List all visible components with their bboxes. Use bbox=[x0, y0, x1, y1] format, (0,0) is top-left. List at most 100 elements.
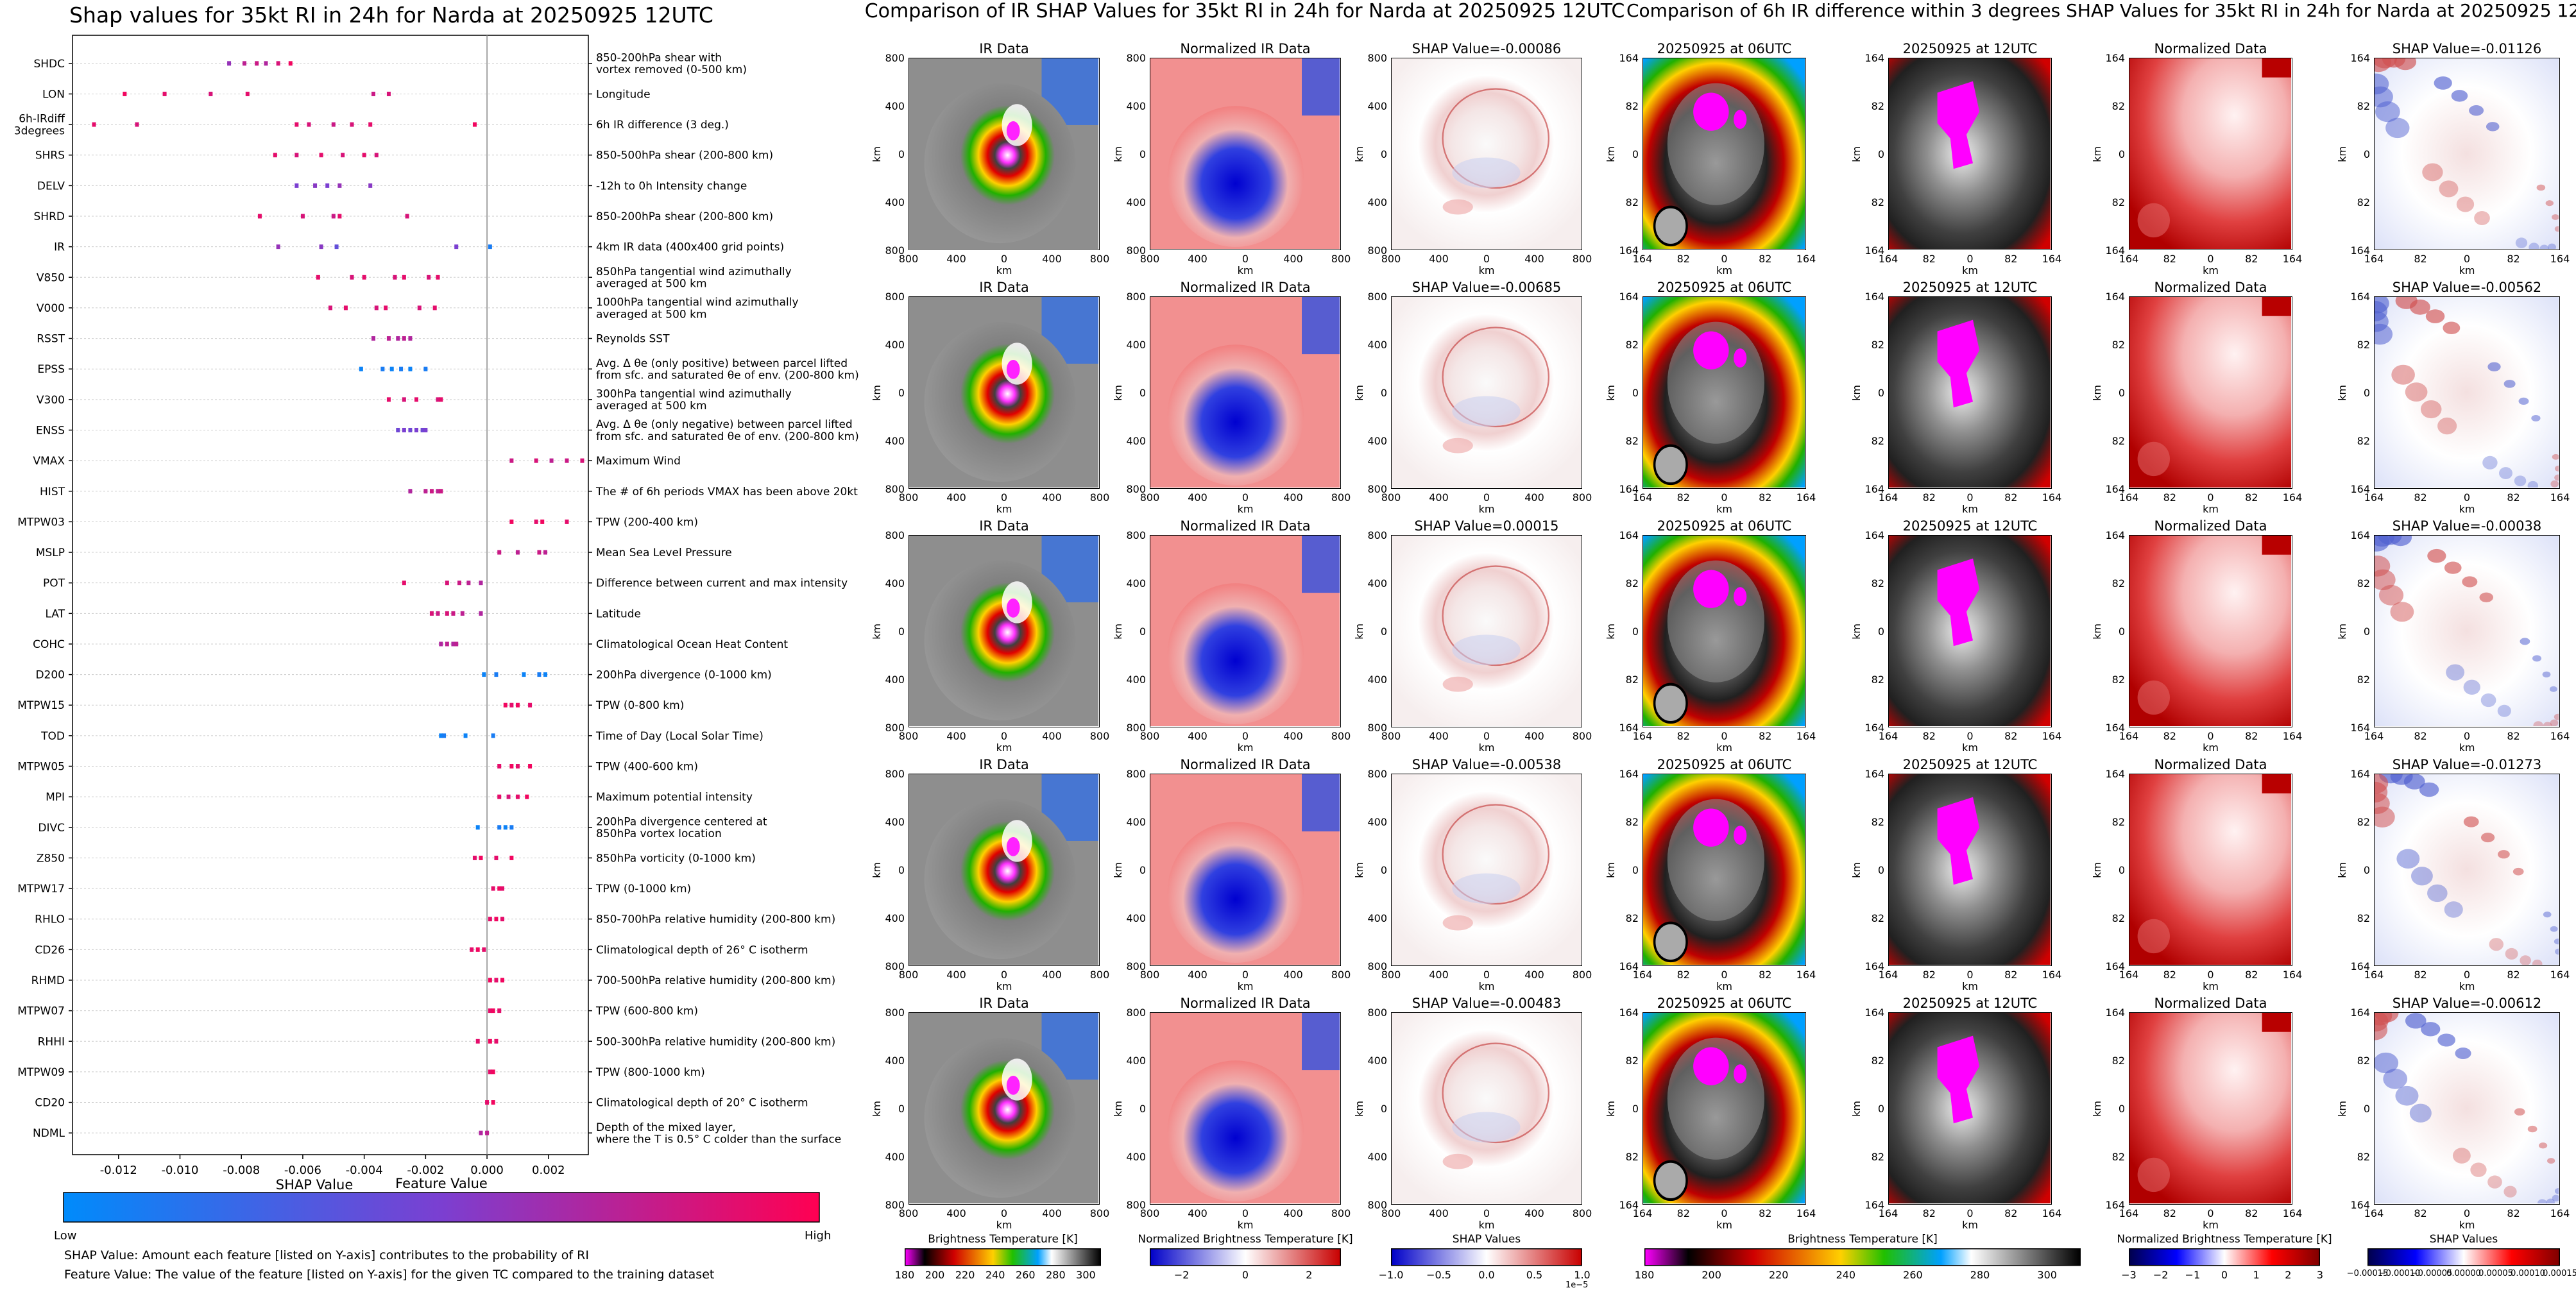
y-tick-label: 0 bbox=[898, 864, 905, 876]
x-tick-label: 82 bbox=[1922, 969, 1936, 981]
shap-patch bbox=[2531, 414, 2541, 422]
feature-description-label: 850-200hPa shear with vortex removed (0-5… bbox=[596, 51, 747, 76]
y-tick-label: 400 bbox=[1367, 912, 1387, 924]
x-tick-label: 800 bbox=[1089, 969, 1110, 981]
heatmap-panel bbox=[2129, 296, 2292, 489]
y-tick-label: 0 bbox=[1139, 387, 1146, 399]
shap-patch bbox=[2434, 76, 2452, 90]
heatmap-image bbox=[2129, 774, 2291, 965]
x-axis-label: km bbox=[996, 264, 1012, 276]
feature-description-label: Climatological Ocean Heat Content bbox=[596, 638, 788, 651]
x-tick-label: 82 bbox=[2507, 730, 2520, 742]
shap-point bbox=[402, 427, 406, 432]
shap-point bbox=[294, 153, 299, 158]
y-tick-label: 164 bbox=[1619, 291, 1639, 303]
x-tick-label: 164 bbox=[2119, 1207, 2139, 1219]
x-tick-label: 82 bbox=[1922, 1207, 1936, 1219]
colorbar-tick-label: −0.00010 bbox=[2378, 1269, 2421, 1278]
shap-patch bbox=[2497, 850, 2510, 859]
y-tick-label: 0 bbox=[1380, 625, 1387, 638]
y-tick-label: 0 bbox=[1877, 1103, 1884, 1115]
colorbar bbox=[1150, 1248, 1341, 1266]
shap-point bbox=[92, 122, 96, 127]
shap-point bbox=[503, 825, 508, 830]
shap-patch bbox=[2532, 959, 2543, 965]
colorbar-gradient bbox=[905, 1248, 1101, 1266]
x-tick-label: 400 bbox=[946, 969, 966, 981]
y-tick-label: 800 bbox=[1367, 52, 1387, 64]
colorbar bbox=[2129, 1248, 2320, 1266]
subplot-title: 20250925 at 06UTC bbox=[1657, 41, 1792, 56]
shap-patch bbox=[2405, 382, 2428, 402]
y-axis-label: km bbox=[1604, 862, 1617, 878]
subplot-title: 20250925 at 12UTC bbox=[1902, 280, 2038, 295]
feature-description-label: Climatological depth of 26° C isotherm bbox=[596, 944, 808, 956]
x-tick-label: 82 bbox=[2163, 1207, 2176, 1219]
heatmap-image bbox=[1150, 536, 1340, 726]
x-tick-label: 0.000 bbox=[470, 1164, 504, 1177]
y-tick-label: 82 bbox=[2111, 577, 2125, 590]
colorbar-tick-label: 260 bbox=[1903, 1269, 1923, 1281]
x-tick-label: 0 bbox=[1483, 730, 1490, 742]
shap-positive-patch bbox=[1442, 199, 1473, 215]
shap-patch bbox=[2538, 1142, 2548, 1149]
shap-point bbox=[374, 153, 379, 158]
heatmap-panel bbox=[1642, 774, 1806, 966]
x-tick-label: 164 bbox=[1878, 969, 1898, 981]
feature-name-label: V850 bbox=[37, 271, 65, 284]
shap-patch bbox=[2446, 664, 2465, 681]
heatmap-image bbox=[2375, 774, 2559, 965]
shap-patch bbox=[2489, 938, 2504, 951]
shap-field bbox=[2375, 774, 2559, 965]
y-tick-label: 164 bbox=[1619, 529, 1639, 541]
heatmap-panel bbox=[908, 296, 1100, 489]
shap-patch bbox=[2547, 1158, 2555, 1164]
shap-point bbox=[273, 153, 277, 158]
cold-top bbox=[1937, 1035, 1980, 1124]
shap-patch bbox=[2375, 73, 2389, 95]
y-axis-label: km bbox=[1604, 385, 1617, 401]
x-tick-label: 0 bbox=[1721, 253, 1728, 265]
shap-point bbox=[491, 886, 495, 891]
y-axis-label: km bbox=[1352, 862, 1365, 878]
x-tick-label: 82 bbox=[2414, 730, 2427, 742]
heatmap-image bbox=[1150, 58, 1340, 249]
heatmap-image bbox=[909, 297, 1098, 488]
x-tick-label: 82 bbox=[2414, 491, 2427, 504]
colorbar-tick-label: 240 bbox=[985, 1269, 1005, 1281]
feature-value-colorbar-title: Feature Value bbox=[395, 1176, 488, 1191]
shap-point bbox=[337, 214, 342, 219]
shap-positive-patch bbox=[1442, 437, 1473, 454]
x-tick-label: 400 bbox=[946, 730, 966, 742]
x-tick-label: -0.008 bbox=[223, 1164, 260, 1177]
x-tick-label: 800 bbox=[1089, 491, 1110, 504]
shap-point bbox=[393, 275, 397, 280]
y-tick-label: 164 bbox=[2350, 291, 2370, 303]
shap-point bbox=[497, 1008, 502, 1014]
subplot-title: IR Data bbox=[979, 41, 1029, 56]
shap-point bbox=[500, 978, 504, 983]
x-tick-label: 164 bbox=[1632, 1207, 1653, 1219]
x-tick-label: 400 bbox=[1283, 1207, 1303, 1219]
feature-description-label: Difference between current and max inten… bbox=[596, 577, 848, 590]
shap-patch bbox=[2550, 480, 2559, 488]
shap-point bbox=[325, 183, 330, 188]
feature-name-label: LON bbox=[42, 88, 65, 101]
heatmap-panel bbox=[908, 774, 1100, 966]
x-tick-label: 400 bbox=[1283, 969, 1303, 981]
shap-patch bbox=[2486, 122, 2500, 132]
feature-description-label: TPW (0-1000 km) bbox=[595, 883, 691, 895]
cold-top bbox=[1006, 837, 1020, 856]
colorbar-tick-label: 220 bbox=[1768, 1269, 1789, 1281]
shap-point bbox=[402, 336, 406, 341]
x-tick-label: 400 bbox=[1429, 730, 1449, 742]
heatmap-panel bbox=[2374, 1012, 2560, 1205]
x-axis-label: km bbox=[2203, 264, 2219, 276]
shap-patch bbox=[2375, 1052, 2399, 1074]
x-axis-label: km bbox=[1478, 503, 1495, 515]
subplot-title: SHAP Value=-0.01273 bbox=[2392, 757, 2542, 772]
shap-patch bbox=[2554, 713, 2559, 720]
shap-patch bbox=[2420, 400, 2442, 419]
x-tick-label: 164 bbox=[1878, 1207, 1898, 1219]
x-tick-label: 400 bbox=[1188, 1207, 1207, 1219]
